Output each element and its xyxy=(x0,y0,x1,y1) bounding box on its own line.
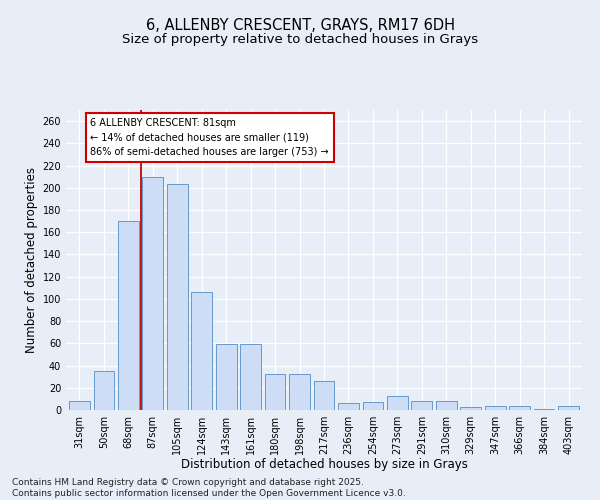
Bar xyxy=(509,406,530,410)
Bar xyxy=(387,396,408,410)
Bar xyxy=(534,409,554,410)
Bar xyxy=(142,176,163,410)
Bar xyxy=(69,401,90,410)
Bar xyxy=(191,292,212,410)
X-axis label: Distribution of detached houses by size in Grays: Distribution of detached houses by size … xyxy=(181,458,467,471)
Bar xyxy=(436,401,457,410)
Y-axis label: Number of detached properties: Number of detached properties xyxy=(25,167,38,353)
Bar xyxy=(289,374,310,410)
Bar xyxy=(460,406,481,410)
Bar xyxy=(362,402,383,410)
Bar xyxy=(314,381,334,410)
Bar xyxy=(558,406,579,410)
Text: 6, ALLENBY CRESCENT, GRAYS, RM17 6DH: 6, ALLENBY CRESCENT, GRAYS, RM17 6DH xyxy=(146,18,455,32)
Bar xyxy=(216,344,236,410)
Bar xyxy=(94,371,114,410)
Bar xyxy=(485,406,506,410)
Text: Contains HM Land Registry data © Crown copyright and database right 2025.
Contai: Contains HM Land Registry data © Crown c… xyxy=(12,478,406,498)
Bar xyxy=(412,401,432,410)
Bar xyxy=(338,404,359,410)
Bar xyxy=(265,374,286,410)
Bar xyxy=(167,184,188,410)
Text: Size of property relative to detached houses in Grays: Size of property relative to detached ho… xyxy=(122,32,478,46)
Bar xyxy=(240,344,261,410)
Bar xyxy=(118,221,139,410)
Text: 6 ALLENBY CRESCENT: 81sqm
← 14% of detached houses are smaller (119)
86% of semi: 6 ALLENBY CRESCENT: 81sqm ← 14% of detac… xyxy=(91,118,329,158)
